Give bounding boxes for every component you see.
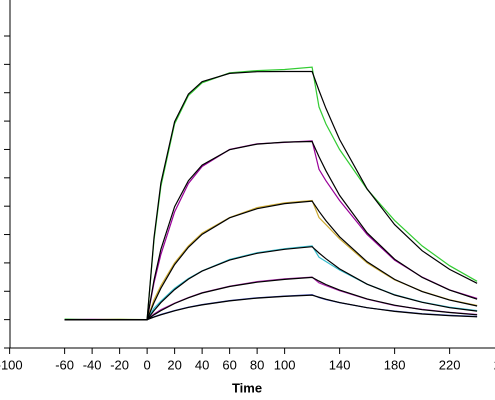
x-tick-label: 60 xyxy=(222,357,236,372)
x-tick-label: 80 xyxy=(250,357,264,372)
series-line xyxy=(64,140,478,321)
x-tick-label: 40 xyxy=(195,357,209,372)
x-tick-label: 100 xyxy=(274,357,296,372)
x-tick-label: 260 xyxy=(494,357,495,372)
x-tick-label: 140 xyxy=(329,357,351,372)
series-line xyxy=(64,246,478,321)
x-tick-label: 220 xyxy=(439,357,461,372)
series-line xyxy=(64,66,478,321)
series-line xyxy=(64,199,478,321)
x-axis-title: Time xyxy=(232,380,262,395)
x-tick-label: -100 xyxy=(0,357,23,372)
series-line xyxy=(64,140,478,321)
series-line xyxy=(64,200,478,321)
series-line xyxy=(64,70,478,321)
x-tick-label: 20 xyxy=(167,357,181,372)
x-tick-label: -40 xyxy=(83,357,102,372)
series-line xyxy=(64,294,478,321)
x-tick-label: -20 xyxy=(110,357,129,372)
series-line xyxy=(64,276,478,321)
x-tick-label: 180 xyxy=(384,357,406,372)
x-tick-label: -60 xyxy=(55,357,74,372)
x-tick-label: 0 xyxy=(144,357,151,372)
series-line xyxy=(64,294,478,321)
